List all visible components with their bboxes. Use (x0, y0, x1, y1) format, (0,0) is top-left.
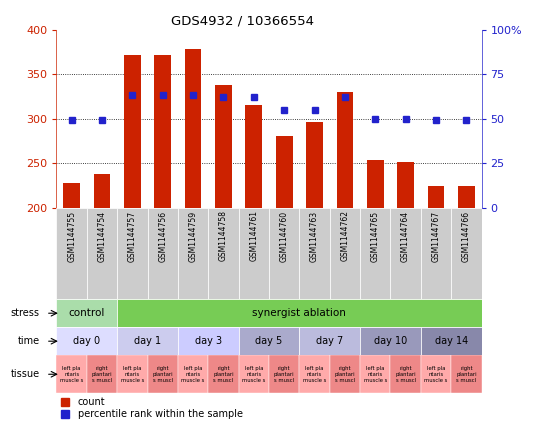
Bar (269, 208, 299, 299)
Text: left pla
ntaris
muscle s: left pla ntaris muscle s (121, 366, 144, 382)
Bar (458, 186, 475, 208)
Bar (239, 327, 299, 355)
Bar (154, 55, 171, 208)
Text: day 14: day 14 (435, 336, 468, 346)
Bar (245, 105, 262, 208)
Bar (63, 183, 80, 208)
Text: GSM1144765: GSM1144765 (371, 210, 380, 261)
Text: count: count (77, 397, 105, 407)
Bar (337, 92, 353, 208)
Text: left pla
ntaris
muscle s: left pla ntaris muscle s (364, 366, 387, 382)
Text: control: control (69, 308, 105, 318)
Bar (428, 186, 444, 208)
Bar (451, 355, 482, 393)
Bar (87, 208, 117, 299)
Text: GSM1144761: GSM1144761 (249, 210, 258, 261)
Bar (117, 208, 147, 299)
Bar (117, 327, 178, 355)
Text: GSM1144757: GSM1144757 (128, 210, 137, 261)
Bar (185, 49, 201, 208)
Text: right
plantari
s muscl: right plantari s muscl (274, 366, 294, 382)
Text: left pla
ntaris
muscle s: left pla ntaris muscle s (303, 366, 326, 382)
Bar (367, 159, 384, 208)
Bar (269, 355, 299, 393)
Bar (117, 299, 482, 327)
Text: GSM1144764: GSM1144764 (401, 210, 410, 261)
Bar (299, 327, 360, 355)
Bar (360, 355, 391, 393)
Bar (421, 355, 451, 393)
Bar (94, 174, 110, 208)
Bar (147, 355, 178, 393)
Bar (421, 208, 451, 299)
Bar (124, 55, 141, 208)
Bar (147, 208, 178, 299)
Text: day 10: day 10 (374, 336, 407, 346)
Text: time: time (17, 336, 39, 346)
Text: GSM1144756: GSM1144756 (158, 210, 167, 261)
Text: GSM1144766: GSM1144766 (462, 210, 471, 261)
Bar (178, 208, 208, 299)
Text: day 5: day 5 (256, 336, 282, 346)
Bar (299, 208, 330, 299)
Bar (208, 208, 239, 299)
Bar (178, 355, 208, 393)
Text: right
plantari
s muscl: right plantari s muscl (395, 366, 416, 382)
Bar (391, 355, 421, 393)
Text: GSM1144767: GSM1144767 (431, 210, 441, 261)
Text: GSM1144762: GSM1144762 (341, 210, 349, 261)
Text: GSM1144759: GSM1144759 (189, 210, 197, 261)
Text: stress: stress (10, 308, 39, 318)
Bar (306, 122, 323, 208)
Bar (330, 208, 360, 299)
Text: day 1: day 1 (134, 336, 161, 346)
Text: tissue: tissue (10, 369, 39, 379)
Text: left pla
ntaris
muscle s: left pla ntaris muscle s (181, 366, 205, 382)
Bar (56, 355, 87, 393)
Bar (360, 327, 421, 355)
Bar (360, 208, 391, 299)
Bar (397, 162, 414, 208)
Text: day 0: day 0 (73, 336, 101, 346)
Bar (56, 299, 117, 327)
Bar (117, 355, 147, 393)
Text: GDS4932 / 10366554: GDS4932 / 10366554 (171, 15, 314, 28)
Bar (215, 85, 232, 208)
Bar (276, 137, 293, 208)
Text: day 3: day 3 (195, 336, 222, 346)
Bar (208, 355, 239, 393)
Bar (330, 355, 360, 393)
Text: GSM1144755: GSM1144755 (67, 210, 76, 261)
Text: GSM1144760: GSM1144760 (280, 210, 289, 261)
Bar (239, 208, 269, 299)
Bar (56, 327, 117, 355)
Text: left pla
ntaris
muscle s: left pla ntaris muscle s (242, 366, 266, 382)
Bar (391, 208, 421, 299)
Bar (178, 327, 239, 355)
Bar (239, 355, 269, 393)
Text: percentile rank within the sample: percentile rank within the sample (77, 409, 243, 419)
Bar (451, 208, 482, 299)
Text: right
plantari
s muscl: right plantari s muscl (335, 366, 355, 382)
Text: right
plantari
s muscl: right plantari s muscl (152, 366, 173, 382)
Text: GSM1144754: GSM1144754 (97, 210, 107, 261)
Text: GSM1144763: GSM1144763 (310, 210, 319, 261)
Text: right
plantari
s muscl: right plantari s muscl (91, 366, 112, 382)
Text: GSM1144758: GSM1144758 (219, 210, 228, 261)
Text: left pla
ntaris
muscle s: left pla ntaris muscle s (60, 366, 83, 382)
Bar (87, 355, 117, 393)
Text: synergist ablation: synergist ablation (252, 308, 346, 318)
Bar (56, 208, 87, 299)
Text: right
plantari
s muscl: right plantari s muscl (213, 366, 234, 382)
Text: day 7: day 7 (316, 336, 343, 346)
Text: right
plantari
s muscl: right plantari s muscl (456, 366, 477, 382)
Text: left pla
ntaris
muscle s: left pla ntaris muscle s (424, 366, 448, 382)
Bar (421, 327, 482, 355)
Bar (299, 355, 330, 393)
